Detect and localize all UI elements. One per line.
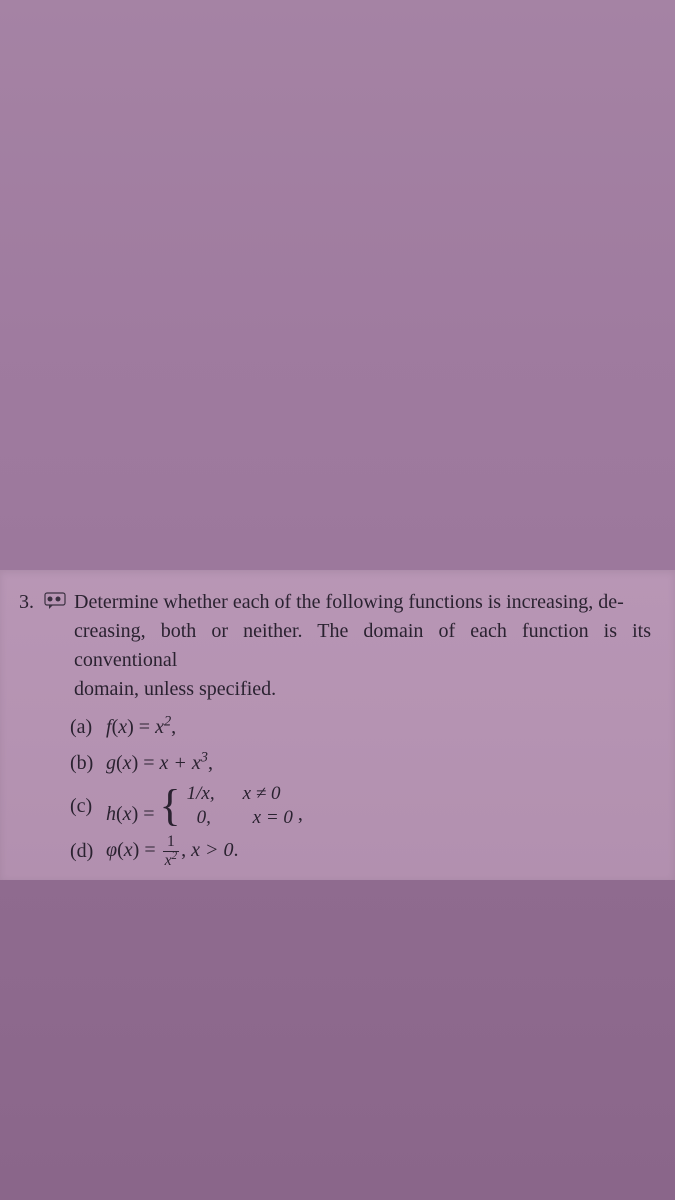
item-b-math: g(x) = x + x3, xyxy=(106,746,213,780)
paper-background: 3. Determine whether each of the followi… xyxy=(0,570,675,880)
fn-name: g xyxy=(106,752,116,774)
problem-number: 3. xyxy=(12,588,36,617)
fn-body: x xyxy=(155,716,164,738)
fn-lhs: x + x xyxy=(160,752,201,774)
trail: , xyxy=(171,716,176,738)
trail: , xyxy=(208,752,213,774)
problem-text-line2: creasing, both or neither. The domain of… xyxy=(74,620,651,671)
sub-items: (a) f(x) = x2, (b) g(x) = x + x3, (c) xyxy=(70,710,651,868)
fn-exp: 3 xyxy=(201,749,208,765)
problem-content: 3. Determine whether each of the followi… xyxy=(0,570,675,868)
fn-name: φ xyxy=(106,839,117,861)
problem-text-line1: Determine whether each of the following … xyxy=(74,591,624,613)
fraction: 1 x2 xyxy=(163,834,180,868)
item-a: (a) f(x) = x2, xyxy=(70,710,651,744)
item-d-math: φ(x) = 1 x2 , x > 0. xyxy=(106,833,239,869)
frac-den-base: x xyxy=(165,852,172,869)
item-c-math: h(x) = { 1/x, x ≠ 0 0, x = 0 xyxy=(106,782,303,831)
case2-cond: x = 0 xyxy=(253,806,293,830)
left-brace-icon: { xyxy=(160,788,181,824)
item-d-label: (d) xyxy=(70,834,100,868)
item-b-label: (b) xyxy=(70,746,100,780)
cond: x > 0 xyxy=(191,839,233,861)
item-a-label: (a) xyxy=(70,710,100,744)
trail: . xyxy=(234,839,239,861)
fn-name: h xyxy=(106,803,116,825)
problem-header: 3. Determine whether each of the followi… xyxy=(12,588,651,704)
case1-val: 1/x, xyxy=(187,782,229,806)
lower-background xyxy=(0,880,675,1200)
frac-num: 1 xyxy=(165,834,177,851)
upper-background xyxy=(0,0,675,570)
piecewise: { 1/x, x ≠ 0 0, x = 0 xyxy=(160,782,293,830)
case2-val: 0, xyxy=(187,806,239,830)
item-b: (b) g(x) = x + x3, xyxy=(70,746,651,780)
problem-text-line3: domain, unless specified. xyxy=(74,678,276,700)
frac-den-exp: 2 xyxy=(172,849,178,861)
item-c-label: (c) xyxy=(70,789,100,823)
item-c: (c) h(x) = { 1/x, x ≠ 0 0, xyxy=(70,782,651,831)
item-a-math: f(x) = x2, xyxy=(106,710,176,744)
case1-cond: x ≠ 0 xyxy=(243,782,281,806)
trail: , xyxy=(298,803,303,825)
problem-text: Determine whether each of the following … xyxy=(74,588,651,704)
cases: 1/x, x ≠ 0 0, x = 0 xyxy=(187,782,293,830)
chat-bubble-icon xyxy=(42,588,68,617)
item-d: (d) φ(x) = 1 x2 , x > 0. xyxy=(70,833,651,869)
